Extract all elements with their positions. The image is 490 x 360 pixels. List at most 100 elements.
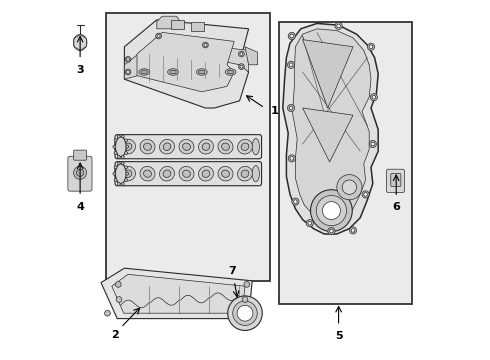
Circle shape <box>74 166 87 179</box>
Ellipse shape <box>221 170 229 177</box>
Circle shape <box>126 71 129 73</box>
Polygon shape <box>303 108 353 162</box>
Ellipse shape <box>144 143 151 150</box>
Circle shape <box>371 142 374 146</box>
Circle shape <box>288 104 294 112</box>
Text: 7: 7 <box>228 266 236 276</box>
Text: 6: 6 <box>392 202 400 212</box>
FancyBboxPatch shape <box>115 162 262 186</box>
Polygon shape <box>157 16 180 29</box>
Circle shape <box>202 42 208 48</box>
Ellipse shape <box>116 137 126 157</box>
Circle shape <box>204 44 207 46</box>
Ellipse shape <box>139 69 149 75</box>
Ellipse shape <box>183 143 191 150</box>
Text: 4: 4 <box>76 202 84 212</box>
Circle shape <box>241 310 247 316</box>
Circle shape <box>124 179 127 181</box>
Circle shape <box>122 156 124 158</box>
Ellipse shape <box>140 166 155 181</box>
Ellipse shape <box>252 139 259 155</box>
FancyBboxPatch shape <box>391 174 401 186</box>
Ellipse shape <box>198 166 214 181</box>
Circle shape <box>370 94 377 101</box>
Ellipse shape <box>198 139 214 154</box>
Ellipse shape <box>252 166 259 182</box>
Circle shape <box>237 305 253 321</box>
Ellipse shape <box>196 69 207 75</box>
Circle shape <box>125 57 131 62</box>
Ellipse shape <box>241 170 249 177</box>
Circle shape <box>289 106 293 110</box>
Circle shape <box>364 193 368 196</box>
Polygon shape <box>124 20 248 108</box>
Circle shape <box>306 220 314 227</box>
Ellipse shape <box>141 70 147 74</box>
Circle shape <box>124 139 127 142</box>
Circle shape <box>289 63 293 67</box>
Circle shape <box>369 45 373 49</box>
Circle shape <box>118 156 120 158</box>
Ellipse shape <box>124 143 132 150</box>
Ellipse shape <box>225 69 236 75</box>
Circle shape <box>290 34 294 38</box>
Circle shape <box>126 145 129 148</box>
Circle shape <box>114 166 117 169</box>
Circle shape <box>126 58 129 61</box>
Circle shape <box>114 179 117 181</box>
Circle shape <box>156 33 162 39</box>
Circle shape <box>104 310 110 316</box>
Text: 5: 5 <box>335 331 343 341</box>
FancyBboxPatch shape <box>74 150 87 160</box>
Circle shape <box>292 198 299 205</box>
Circle shape <box>239 64 245 69</box>
Polygon shape <box>245 47 258 65</box>
Ellipse shape <box>144 170 151 177</box>
Circle shape <box>114 152 117 154</box>
Circle shape <box>118 183 120 185</box>
Ellipse shape <box>163 143 171 150</box>
Circle shape <box>288 61 294 68</box>
Circle shape <box>342 180 357 194</box>
Circle shape <box>328 228 335 235</box>
Circle shape <box>308 221 312 225</box>
Circle shape <box>337 175 362 200</box>
Ellipse shape <box>221 143 229 150</box>
Text: 2: 2 <box>112 330 119 341</box>
Circle shape <box>330 229 333 233</box>
FancyBboxPatch shape <box>387 169 404 193</box>
Ellipse shape <box>74 35 87 51</box>
Circle shape <box>113 172 116 175</box>
Ellipse shape <box>241 143 249 150</box>
Circle shape <box>233 301 257 325</box>
Circle shape <box>337 24 341 28</box>
Text: 1: 1 <box>270 106 278 116</box>
Circle shape <box>76 169 84 176</box>
Circle shape <box>294 200 297 203</box>
Circle shape <box>288 32 295 40</box>
Bar <box>279 22 413 304</box>
Circle shape <box>316 195 346 226</box>
Ellipse shape <box>238 166 252 181</box>
Ellipse shape <box>115 139 122 155</box>
Circle shape <box>372 95 376 99</box>
Ellipse shape <box>121 166 135 181</box>
Polygon shape <box>112 274 245 313</box>
Circle shape <box>114 139 117 142</box>
Ellipse shape <box>124 170 132 177</box>
Circle shape <box>116 297 122 302</box>
Circle shape <box>157 35 160 37</box>
Ellipse shape <box>160 139 174 154</box>
Circle shape <box>290 157 294 160</box>
Circle shape <box>242 297 248 302</box>
Text: 3: 3 <box>76 65 84 75</box>
Circle shape <box>288 155 295 162</box>
Ellipse shape <box>179 166 194 181</box>
Polygon shape <box>293 29 371 220</box>
Polygon shape <box>124 40 248 79</box>
FancyBboxPatch shape <box>68 156 92 191</box>
Ellipse shape <box>202 143 210 150</box>
Circle shape <box>124 166 127 169</box>
Ellipse shape <box>140 139 155 154</box>
Circle shape <box>240 65 243 68</box>
